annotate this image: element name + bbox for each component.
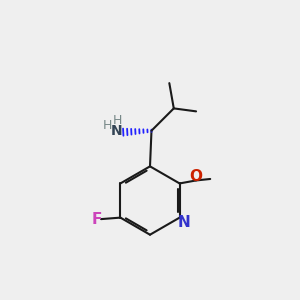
Text: H: H (113, 114, 122, 128)
Text: H: H (103, 119, 112, 132)
Text: F: F (91, 212, 101, 226)
Text: O: O (189, 169, 202, 184)
Text: N: N (178, 215, 190, 230)
Text: N: N (111, 124, 122, 138)
